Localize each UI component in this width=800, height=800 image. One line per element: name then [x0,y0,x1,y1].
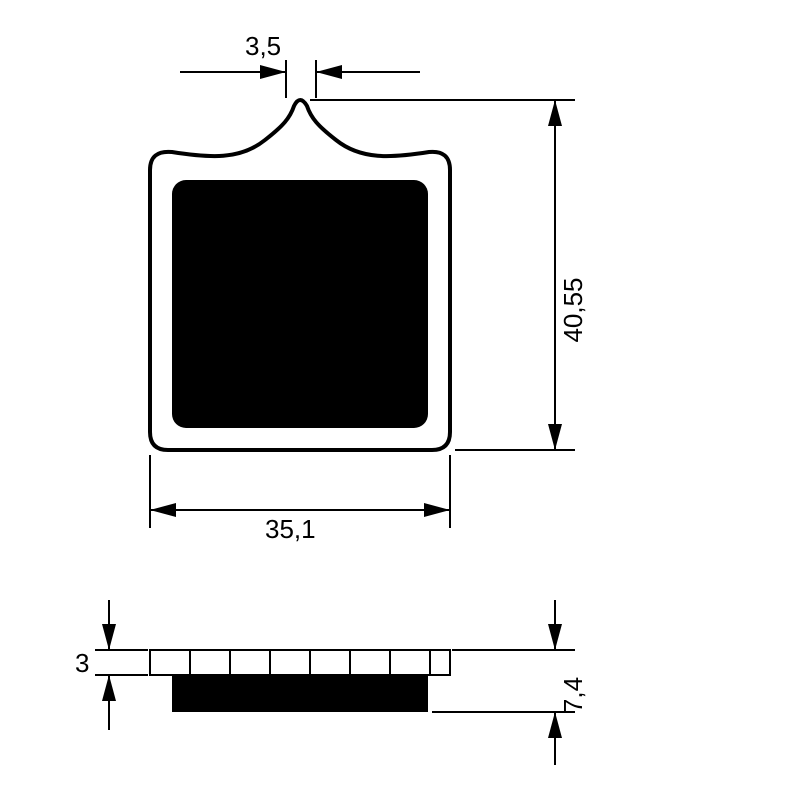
dim-back-plate: 3 [75,600,148,730]
dim-width: 35,1 [150,455,450,544]
friction-pad [172,180,428,428]
side-friction-pad [172,675,428,712]
side-view [150,650,450,712]
dimension-drawing: 3,5 40,55 35,1 3 7,4 [0,0,800,800]
dim-width-value: 35,1 [265,514,316,544]
front-view [150,100,450,450]
dim-height-value: 40,55 [558,277,588,342]
side-backing-plate [150,650,450,675]
dim-tab-width-value: 3,5 [245,31,281,61]
dim-total-thick: 7,4 [432,600,588,765]
dim-tab-width: 3,5 [180,31,420,98]
dim-total-thick-value: 7,4 [558,677,588,713]
dim-back-plate-value: 3 [75,648,89,678]
